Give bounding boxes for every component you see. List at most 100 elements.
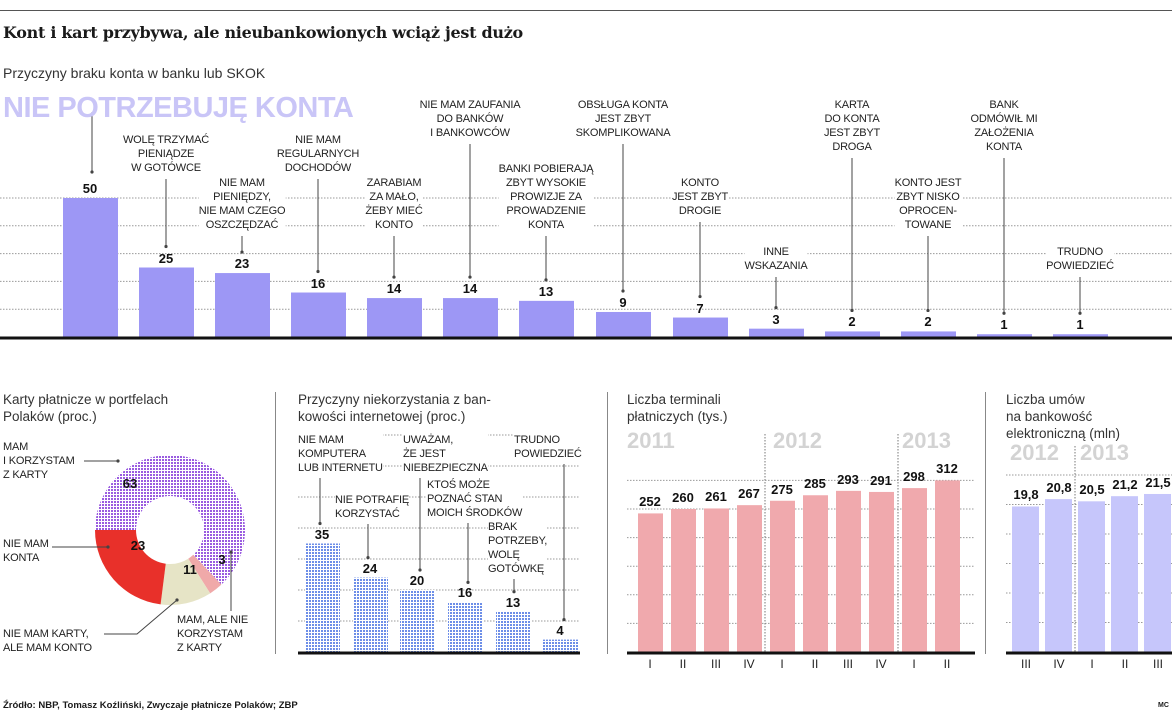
- bar-value-label: 50: [82, 181, 98, 196]
- category-label: KONTO JEST ZBYT DROGIE: [671, 176, 729, 218]
- category-label: NIE MAM REGULARNYCH DOCHODÓW: [276, 133, 360, 175]
- category-label: NIE POTRAFIĘ KORZYSTAĆ: [335, 493, 409, 521]
- year-label: 2013: [902, 428, 951, 453]
- bar: [638, 513, 663, 652]
- slice-label: MAM I KORZYSTAM Z KARTY: [3, 441, 75, 481]
- bar-value-label: 1: [1000, 317, 1008, 333]
- leader-dot: [544, 278, 548, 282]
- bar: [353, 577, 388, 652]
- bar: [63, 198, 118, 337]
- panel-divider: [275, 392, 276, 654]
- leader-dot: [926, 308, 930, 313]
- category-label: TRUDNO POWIEDZIEĆ: [1046, 245, 1114, 273]
- bar-value-label: 275: [771, 481, 793, 497]
- bar-value-label: 252: [639, 494, 661, 510]
- bar: [305, 543, 340, 652]
- x-tick-label: II: [679, 657, 687, 671]
- bar: [139, 267, 194, 337]
- x-tick-label: III: [1020, 657, 1032, 671]
- bar: [671, 509, 696, 652]
- slice-value-label: 63: [122, 476, 138, 491]
- slice-value-label: 11: [183, 562, 197, 577]
- bar-value-label: 20: [409, 573, 425, 588]
- x-tick-label: IV: [875, 657, 887, 671]
- ebanking-chart-title: Liczba umów na bankowość elektroniczną (…: [1006, 392, 1121, 441]
- bar-value-label: 291: [870, 472, 892, 488]
- bar-value-label: 20,5: [1079, 482, 1105, 498]
- x-tick-label: III: [710, 657, 722, 671]
- leader-dot: [562, 618, 566, 622]
- slice-value-label: 23: [130, 538, 146, 553]
- category-label: NIE MAM KOMPUTERA LUB INTERNETU: [298, 433, 383, 475]
- x-tick-label: II: [811, 657, 819, 671]
- category-label: TRUDNO POWIEDZIEĆ: [514, 433, 582, 461]
- leader-dot: [1078, 311, 1082, 315]
- bar: [1012, 506, 1039, 652]
- leader-dot: [466, 580, 470, 585]
- leader-dot: [164, 244, 168, 249]
- leader-dot: [418, 568, 422, 572]
- bar-value-label: 9: [619, 294, 627, 310]
- source-note: Źródło: NBP, Tomasz Koźliński, Zwyczaje …: [3, 700, 298, 711]
- bar: [737, 505, 762, 652]
- bar: [291, 292, 346, 337]
- category-label: OBSŁUGA KONTA JEST ZBYT SKOMPLIKOWANA: [575, 98, 671, 140]
- x-tick-label: IV: [1053, 657, 1065, 671]
- x-tick-label: I: [1090, 657, 1094, 671]
- bar: [543, 639, 578, 652]
- bar: [803, 495, 828, 652]
- bar: [935, 480, 960, 652]
- leader-dot: [316, 269, 320, 274]
- category-label: BANKI POBIERAJĄ ZBYT WYSOKIE PROWIZJE ZA…: [498, 162, 594, 232]
- bar-value-label: 13: [505, 594, 521, 610]
- bar-value-label: 14: [386, 281, 402, 297]
- top-rule: [0, 10, 1172, 11]
- category-label: NIE POTRZEBUJĘ KONTA: [3, 92, 354, 124]
- bar: [1111, 496, 1138, 652]
- bar: [448, 602, 483, 652]
- x-tick-label: III: [1152, 657, 1164, 671]
- bar: [673, 317, 728, 337]
- bar: [215, 273, 270, 337]
- bar: [400, 590, 435, 652]
- bar-value-label: 260: [672, 490, 694, 505]
- year-label: 2011: [627, 428, 675, 453]
- bar: [770, 500, 795, 652]
- slice-label: NIE MAM KONTA: [3, 538, 49, 564]
- category-label: NIE MAM ZAUFANIA DO BANKÓW I BANKOWCÓW: [419, 98, 521, 140]
- bar-value-label: 1: [1076, 317, 1084, 333]
- donut-slice: [95, 530, 166, 605]
- bar-value-label: 25: [158, 250, 174, 266]
- bar-value-label: 2: [924, 314, 932, 330]
- callout-dot: [116, 459, 120, 463]
- bar-value-label: 14: [462, 281, 478, 297]
- year-label: 2013: [1080, 440, 1129, 465]
- bar: [496, 611, 531, 652]
- bar: [1144, 493, 1171, 652]
- x-tick-label: I: [780, 657, 784, 671]
- bar-value-label: 35: [314, 526, 330, 542]
- callout-dot: [229, 550, 233, 554]
- bar-value-label: 3: [772, 311, 780, 327]
- leader-dot: [850, 308, 854, 313]
- leader-dot: [468, 275, 472, 279]
- bar-value-label: 2: [848, 314, 856, 330]
- category-label: ZARABIAM ZA MAŁO, ŻEBY MIEĆ KONTO: [365, 176, 423, 232]
- bar-value-label: 23: [234, 256, 250, 272]
- bar-value-label: 13: [538, 283, 554, 299]
- leader-dot: [240, 250, 244, 254]
- x-tick-label: I: [648, 657, 652, 671]
- slice-value-label: 3: [218, 552, 226, 567]
- donut-slice: [160, 558, 211, 605]
- bar-value-label: 293: [837, 471, 859, 487]
- donut-slice: [188, 554, 222, 594]
- leader-dot: [1002, 311, 1006, 315]
- leader-dot: [90, 170, 94, 174]
- category-label: NIE MAM PIENIĘDZY, NIE MAM CZEGO OSZCZĘD…: [198, 176, 286, 232]
- bar-value-label: 298: [903, 469, 925, 485]
- callout-dot: [175, 598, 179, 602]
- bar: [443, 298, 498, 337]
- category-label: KONTO JEST ZBYT NISKO OPROCEN- TOWANE: [894, 176, 962, 232]
- leader-dot: [392, 275, 396, 279]
- leader-dot: [512, 590, 516, 594]
